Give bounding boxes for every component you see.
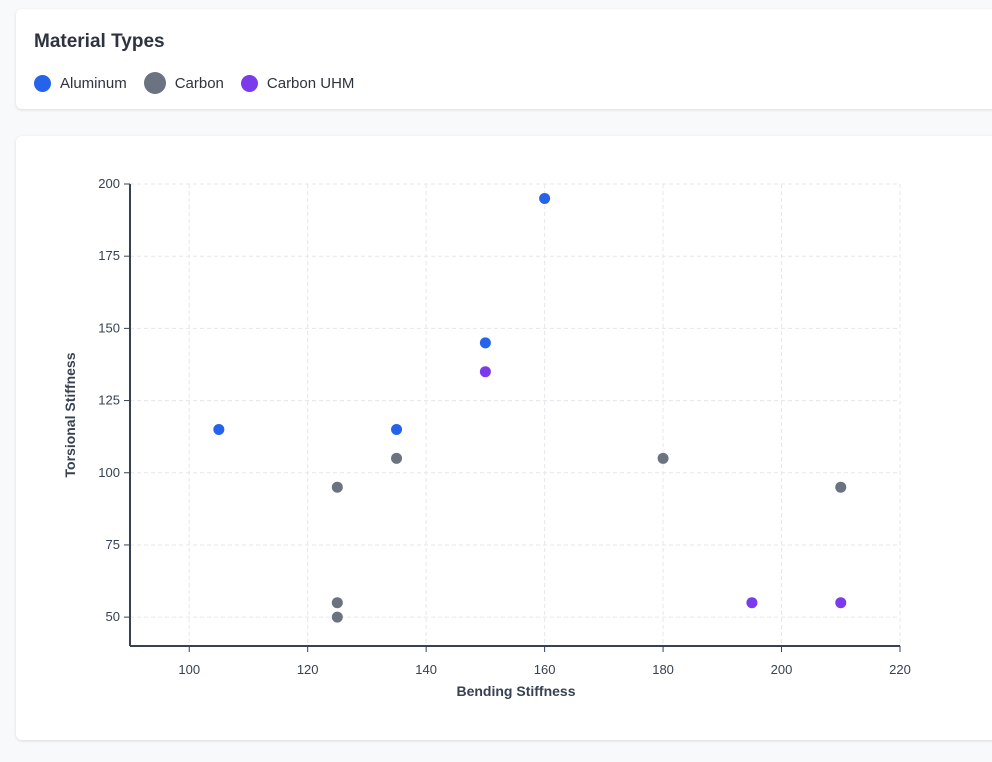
y-tick-label: 175: [98, 248, 120, 263]
data-point-carbon-uhm: [835, 597, 847, 609]
legend-items: Aluminum Carbon Carbon UHM: [34, 72, 371, 94]
x-tick-label: 220: [889, 662, 911, 677]
legend-label-carbon-uhm: Carbon UHM: [266, 74, 355, 92]
chart-ticks: 100 120 140 160 180 200 220 50 75 100 125 150 175 200: [98, 176, 911, 677]
chart-grid: [130, 183, 901, 646]
legend-label-aluminum: Aluminum: [60, 74, 127, 92]
chart-points: [213, 192, 847, 623]
data-point-carbon-uhm: [746, 597, 758, 609]
y-tick-label: 200: [98, 176, 120, 191]
scatter-chart: 100 120 140 160 180 200 220 50 75 100 125 150 175 200…: [62, 176, 911, 699]
y-tick-label: 125: [98, 393, 120, 408]
carbon-uhm-swatch-icon: [240, 74, 258, 92]
data-point-aluminum: [391, 423, 403, 435]
y-tick-label: 150: [98, 320, 120, 335]
legend-title: Material Types: [34, 31, 165, 52]
x-tick-label: 160: [534, 662, 556, 677]
x-tick-label: 100: [178, 662, 200, 677]
x-axis-label: Bending Stiffness: [456, 683, 575, 699]
data-point-carbon: [835, 481, 847, 493]
data-point-aluminum: [213, 423, 225, 435]
data-point-carbon: [331, 481, 343, 493]
y-tick-label: 75: [106, 537, 120, 552]
x-tick-label: 120: [297, 662, 319, 677]
y-tick-label: 100: [98, 465, 120, 480]
y-axis-label: Torsional Stiffness: [62, 352, 78, 477]
data-point-carbon: [331, 597, 343, 609]
legend-panel: Material Types Aluminum Carbon Carbon UH…: [16, 9, 992, 109]
legend-label-carbon: Carbon: [174, 74, 224, 92]
data-point-carbon: [391, 452, 403, 464]
x-tick-label: 140: [415, 662, 437, 677]
data-point-aluminum: [539, 192, 551, 204]
legend-item-carbon[interactable]: Carbon: [143, 72, 224, 94]
aluminum-swatch-icon: [34, 74, 51, 92]
carbon-swatch-icon: [143, 72, 166, 94]
legend-item-aluminum[interactable]: Aluminum: [34, 74, 127, 92]
data-point-carbon: [657, 452, 669, 464]
x-tick-label: 200: [771, 662, 793, 677]
chart-axes: [129, 184, 900, 647]
data-point-carbon-uhm: [479, 366, 491, 378]
data-point-aluminum: [479, 337, 491, 349]
legend-item-carbon-uhm[interactable]: Carbon UHM: [240, 74, 355, 92]
chart-panel: 100 120 140 160 180 200 220 50 75 100 125 150 175 200…: [16, 136, 992, 740]
y-tick-label: 50: [106, 609, 120, 624]
x-tick-label: 180: [652, 662, 674, 677]
data-point-carbon: [331, 611, 343, 623]
